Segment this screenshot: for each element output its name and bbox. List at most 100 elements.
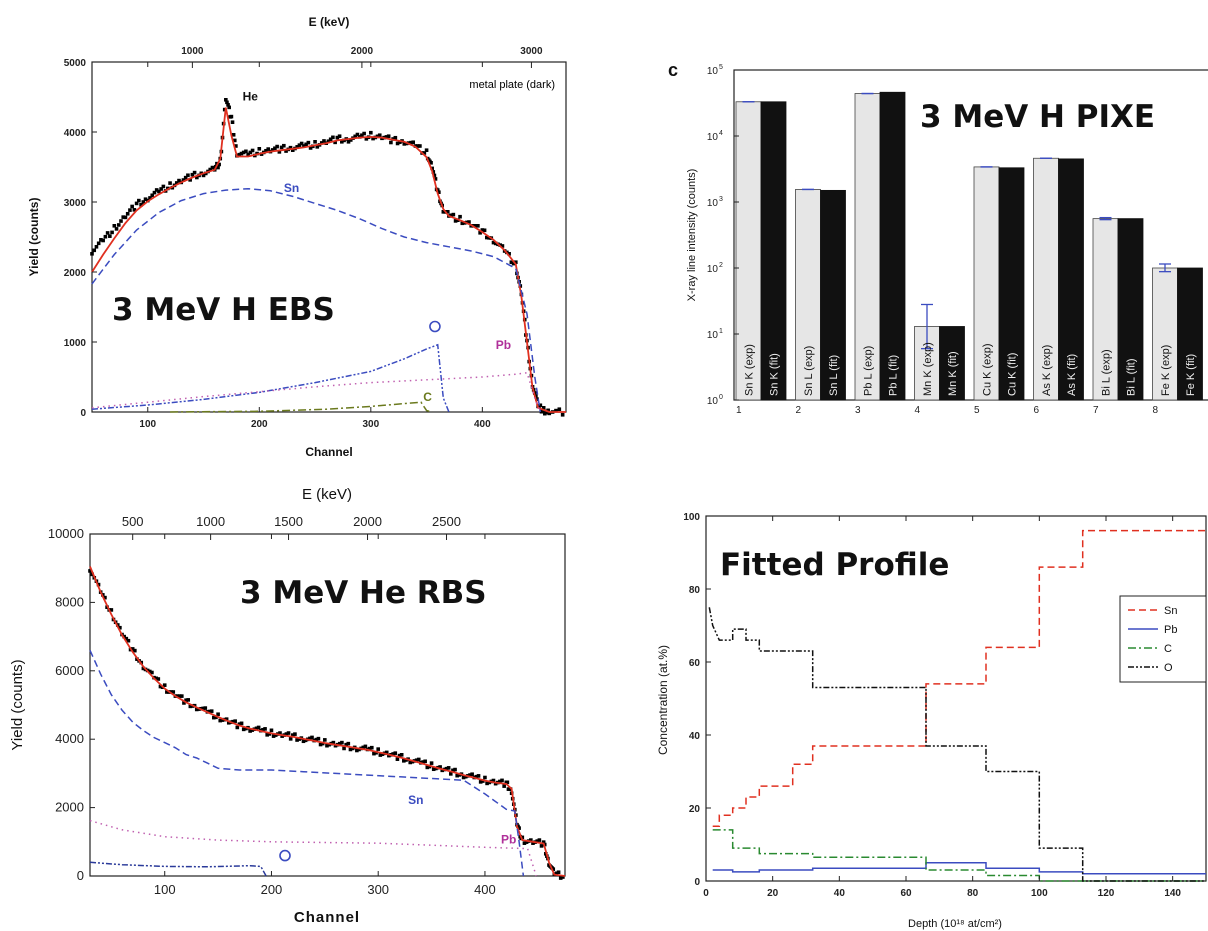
- rbs-data-point: [498, 779, 502, 784]
- pixe-x-tick-label: 1: [736, 405, 742, 416]
- ebs-data-point: [340, 140, 344, 144]
- pixe-bar-fit-label: As K (fit): [1066, 354, 1078, 396]
- ebs-data-point: [195, 175, 199, 180]
- ebs-data-point: [535, 397, 539, 401]
- pixe-x-tick-label: 6: [1034, 405, 1040, 416]
- ebs-data-point: [473, 224, 478, 228]
- ebs-data-point: [108, 234, 112, 238]
- ebs-y-tick-label: 3000: [64, 198, 87, 209]
- rbs-data-point: [393, 751, 398, 755]
- pixe-y-tick-exponent: 2: [719, 262, 723, 269]
- rbs-data-point: [374, 750, 378, 755]
- rbs-data-point: [239, 721, 244, 726]
- profile-x-tick-label: 140: [1164, 888, 1181, 899]
- ebs-data-point: [369, 130, 373, 135]
- ebs-data-point: [433, 177, 438, 181]
- rbs-data-point: [541, 840, 546, 844]
- profile-series-layer: [708, 529, 1206, 882]
- ebs-data-point: [337, 134, 342, 138]
- profile-legend: Sn Pb CO: [1119, 595, 1207, 683]
- rbs-data-point: [271, 734, 276, 738]
- rbs-series-data: [88, 569, 565, 880]
- pixe-bar-fit: [820, 189, 846, 401]
- rbs-data-point: [141, 666, 146, 671]
- ebs-data-point: [237, 152, 242, 157]
- ebs-data-point: [386, 134, 391, 138]
- rbs-data-point: [539, 844, 544, 848]
- ebs-data-point: [491, 240, 496, 245]
- rbs-y-tick-label: 8000: [55, 594, 84, 609]
- rbs-data-point: [263, 727, 267, 731]
- rbs-annotation-o: [279, 849, 291, 862]
- ebs-data-point: [432, 173, 437, 178]
- pixe-bar-fit: [939, 326, 965, 401]
- ebs-y-tick-label: 0: [80, 408, 86, 419]
- ebs-data-point: [449, 213, 453, 218]
- rbs-data-point: [179, 694, 184, 698]
- rbs-data-point: [337, 741, 342, 746]
- ebs-data-point: [540, 409, 545, 413]
- ebs-subtitle: metal plate (dark): [469, 79, 555, 91]
- ebs-x-tick-label: 100: [139, 419, 156, 430]
- pixe-bar-exp-label: Pb L (exp): [863, 346, 875, 396]
- ebs-series-fit: [91, 107, 566, 413]
- rbs-data-point: [231, 719, 235, 724]
- ebs-data-point: [346, 140, 351, 144]
- ebs-data-point: [161, 184, 166, 189]
- rbs-data-point: [380, 752, 385, 756]
- ebs-data-point: [362, 131, 366, 136]
- ebs-data-point: [306, 140, 311, 145]
- rbs-data-point: [265, 733, 269, 737]
- profile-x-tick-label: 100: [1031, 888, 1048, 899]
- pixe-panel: Sn K (exp) Sn K (fit) Sn L (exp) Sn L (fit)…: [668, 60, 1208, 416]
- profile-title: Fitted Profile: [720, 547, 949, 583]
- profile-x-label: Depth (10¹⁸ at/cm²): [908, 918, 1002, 930]
- ebs-data-point: [277, 150, 282, 154]
- ebs-data-point: [132, 208, 137, 212]
- ebs-data-point: [231, 133, 236, 137]
- rbs-data-point: [451, 768, 455, 773]
- pixe-bar-fit: [1177, 267, 1203, 401]
- ebs-data-point: [181, 178, 186, 182]
- ebs-data-point: [229, 114, 234, 119]
- ebs-data-point: [134, 201, 139, 206]
- rbs-data-point: [250, 728, 255, 732]
- ebs-data-point: [183, 175, 188, 180]
- ebs-data-point: [460, 221, 465, 226]
- pixe-bar-exp-label: Sn K (exp): [744, 344, 756, 396]
- ebs-data-point: [244, 149, 248, 154]
- ebs-data-point: [409, 140, 413, 145]
- ebs-x-tick-label: 200: [251, 419, 268, 430]
- rbs-data-point: [124, 636, 129, 641]
- rbs-data-point: [483, 775, 487, 780]
- ebs-data-point: [92, 248, 97, 253]
- pixe-y-tick-label: 10: [707, 396, 719, 407]
- profile-x-tick-label: 20: [767, 888, 779, 899]
- ebs-data-point: [511, 261, 516, 266]
- ebs-data-point: [487, 236, 491, 240]
- ebs-data-point: [188, 178, 192, 182]
- ebs-data-point: [128, 208, 132, 212]
- rbs-data-point: [363, 744, 368, 749]
- pixe-bar-fit: [760, 101, 787, 401]
- rbs-data-point: [468, 773, 472, 777]
- ebs-data-point: [560, 413, 565, 417]
- rbs-data-point: [295, 738, 299, 742]
- rbs-data-point: [126, 638, 131, 643]
- rbs-data-point: [273, 733, 278, 737]
- ebs-data-point: [482, 228, 487, 233]
- pixe-bar-exp-label: Bi L (exp): [1101, 349, 1113, 396]
- rbs-data-point: [203, 706, 208, 710]
- pixe-bar-exp-label: Mn K (exp): [922, 342, 934, 396]
- profile-series-c: [712, 829, 1206, 882]
- ebs-data-point: [177, 178, 181, 183]
- rbs-data-point: [147, 669, 152, 674]
- rbs-data-point: [551, 867, 556, 871]
- pixe-bar-fit-label: Bi L (fit): [1126, 359, 1138, 397]
- ebs-data-point: [232, 138, 237, 143]
- ebs-data-point: [295, 145, 300, 149]
- pixe-bar-exp: [1092, 218, 1119, 401]
- profile-plot-frame: [705, 515, 1207, 882]
